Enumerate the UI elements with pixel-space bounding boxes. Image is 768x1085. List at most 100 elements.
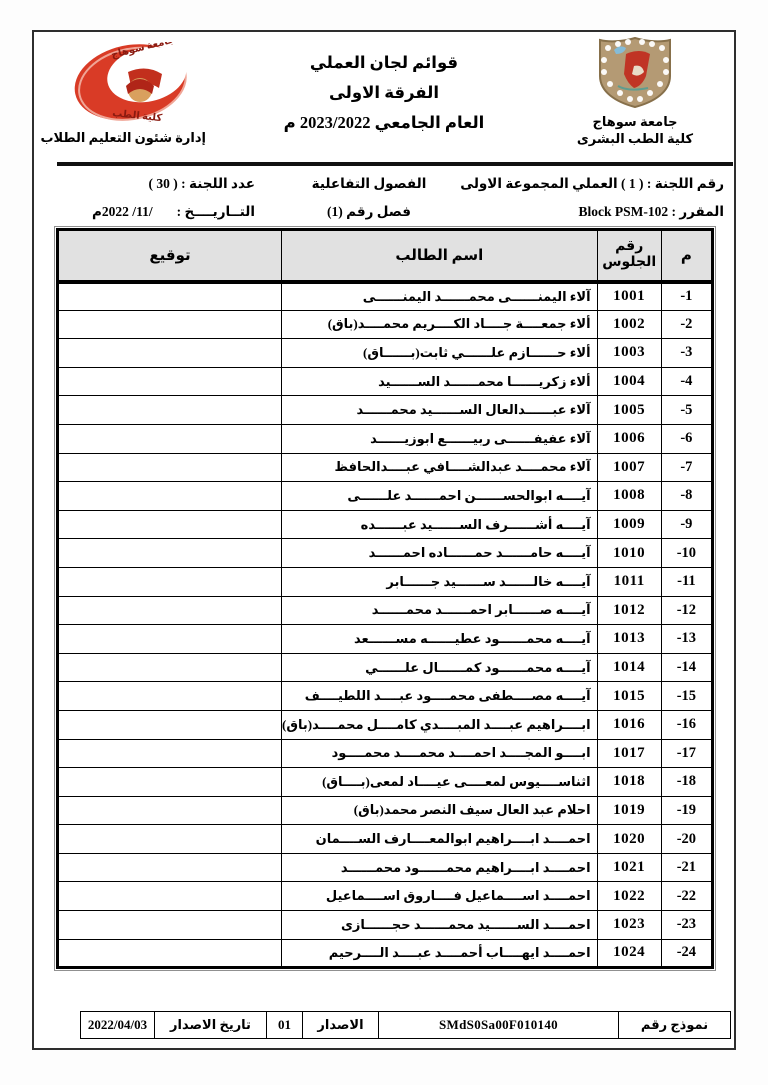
seat-number-cell: 1017 bbox=[596, 738, 662, 769]
student-name-cell: احلام عبد العال سيف النصر محمد(باق) bbox=[281, 795, 598, 826]
crescent-logo-icon: جامعة سوهاج كلية الطب bbox=[74, 34, 187, 124]
table-row: -23 1023 احمــــد الســــــيد محمــــــد ح… bbox=[56, 910, 714, 940]
student-name-cell: اثناســــيوس لمعــــى عيــــاد لمعى(بـــ… bbox=[281, 767, 598, 797]
form-number-label: نموذج رقم bbox=[618, 1011, 731, 1039]
signature-cell bbox=[56, 624, 283, 654]
table-row: -20 1020 احمــــد ابــــراهيم ابوالمعــــا… bbox=[56, 824, 714, 854]
student-name-cell: ألاء جمعــــة جــــاد الكــــريم محمــــ… bbox=[281, 309, 598, 340]
signature-cell bbox=[56, 709, 283, 740]
index-cell: -11 bbox=[660, 566, 714, 597]
index-cell: -6 bbox=[660, 423, 714, 454]
committee-number-line: رقم اللجنة : ( 1 ) العملي المجموعة الاول… bbox=[460, 176, 724, 191]
student-name-cell: آيــــه خالــــــد ســــــيد جــــــابر bbox=[281, 566, 598, 597]
issue-date-value: 2022/04/03 bbox=[80, 1011, 155, 1039]
signature-cell bbox=[56, 910, 283, 940]
student-name-cell: احمــــد ابــــراهيم محمــــــود محمــــ… bbox=[281, 852, 598, 883]
signature-cell bbox=[56, 481, 283, 511]
table-row: -15 1015 آيــــه مصــــطفى محمــــود عبـــ… bbox=[56, 681, 714, 711]
header-index: م bbox=[660, 229, 714, 284]
seat-number-cell: 1014 bbox=[596, 652, 662, 683]
signature-cell bbox=[56, 538, 283, 568]
seat-number-cell: 1013 bbox=[596, 624, 662, 654]
header-seat-line1: رقم bbox=[615, 239, 644, 255]
title-line-3: العام الجامعي 2023/2022 م bbox=[283, 113, 485, 132]
committee-count-line: عدد اللجنة : ( 30 ) bbox=[148, 176, 255, 191]
issue-label: الاصدار bbox=[302, 1011, 379, 1039]
table-row: -2 1002 ألاء جمعــــة جــــاد الكــــريم م… bbox=[56, 309, 714, 340]
right-logo-caption-2: كلية الطب البشرى bbox=[576, 131, 694, 146]
student-name-cell: آيــــه صــــــابر احمــــــد محمــــــد bbox=[281, 595, 598, 626]
students-table: م رقم الجلوس اسم الطالب توقيع -1 1001 آلاء… bbox=[54, 225, 716, 972]
issue-date-label: تاريخ الاصدار bbox=[154, 1011, 267, 1039]
signature-cell bbox=[56, 595, 283, 626]
index-cell: -7 bbox=[660, 452, 714, 483]
title-line-2: الفرقة الاولى bbox=[328, 83, 439, 102]
index-cell: -18 bbox=[660, 767, 714, 797]
form-code: SMdS0Sa00F010140 bbox=[378, 1011, 619, 1039]
signature-cell bbox=[56, 309, 283, 340]
index-cell: -2 bbox=[660, 309, 714, 340]
signature-cell bbox=[56, 652, 283, 683]
students-table-header: م رقم الجلوس اسم الطالب توقيع bbox=[56, 229, 714, 284]
table-row: -7 1007 آلاء محمــــد عبدالشــــافي عبــــ… bbox=[56, 452, 714, 483]
seat-number-cell: 1022 bbox=[596, 881, 662, 912]
index-cell: -8 bbox=[660, 481, 714, 511]
index-cell: -1 bbox=[660, 281, 714, 311]
signature-cell bbox=[56, 767, 283, 797]
student-name-cell: ابــــراهيم عبــــد المبــــدي كامــــل … bbox=[281, 709, 598, 740]
signature-cell bbox=[56, 881, 283, 912]
signature-cell bbox=[56, 338, 283, 368]
roster-body: -1 1001 آلاء اليمنــــــى محمــــــد اليمن… bbox=[56, 281, 714, 969]
student-name-cell: آلاء محمــــد عبدالشــــافي عبــــدالحاف… bbox=[281, 452, 598, 483]
seat-number-cell: 1011 bbox=[596, 566, 662, 597]
index-cell: -10 bbox=[660, 538, 714, 568]
table-row: -19 1019 احلام عبد العال سيف النصر محمد(با… bbox=[56, 795, 714, 826]
document-page: جامعة سوهاج كلية الطب إدارة شئون التعليم… bbox=[32, 30, 736, 1050]
date-value: /11/ 2022م bbox=[92, 204, 153, 219]
header-seat-line2: الجلوس bbox=[602, 255, 657, 271]
seat-number-cell: 1007 bbox=[596, 452, 662, 483]
index-cell: -5 bbox=[660, 395, 714, 425]
student-name-cell: آلاء اليمنــــــى محمــــــد اليمنــــــ… bbox=[281, 281, 598, 311]
seat-number-cell: 1010 bbox=[596, 538, 662, 568]
crescent-logo-bottom-text: كلية الطب bbox=[112, 108, 163, 124]
seat-number-cell: 1012 bbox=[596, 595, 662, 626]
shield-logo-icon bbox=[599, 36, 671, 109]
index-cell: -14 bbox=[660, 652, 714, 683]
header-signature: توقيع bbox=[56, 229, 283, 284]
table-row: -8 1008 آيــــه ابوالحســــــن احمــــــد … bbox=[56, 481, 714, 511]
index-cell: -4 bbox=[660, 366, 714, 397]
student-name-cell: احمــــد الســــــيد محمــــــد حجــــــ… bbox=[281, 910, 598, 940]
index-cell: -16 bbox=[660, 709, 714, 740]
student-name-cell: آيــــه ابوالحســــــن احمــــــد علــــ… bbox=[281, 481, 598, 511]
table-row: -12 1012 آيــــه صــــــابر احمــــــد محم… bbox=[56, 595, 714, 626]
table-row: -22 1022 احمــــد اســــماعيل فــــاروق اس… bbox=[56, 881, 714, 912]
faculty-logo-block: جامعة سوهاج كلية الطب إدارة شئون التعليم… bbox=[40, 34, 206, 146]
seat-number-cell: 1002 bbox=[596, 309, 662, 340]
index-cell: -17 bbox=[660, 738, 714, 769]
student-name-cell: ألاء حــــــازم علــــــي ثابت(بــــــاق… bbox=[281, 338, 598, 368]
right-logo-caption-1: جامعة سوهاج bbox=[592, 114, 678, 129]
signature-cell bbox=[56, 795, 283, 826]
seat-number-cell: 1004 bbox=[596, 366, 662, 397]
student-name-cell: احمــــد ابــــراهيم ابوالمعــــارف السـ… bbox=[281, 824, 598, 854]
seat-number-cell: 1018 bbox=[596, 767, 662, 797]
signature-cell bbox=[56, 395, 283, 425]
signature-cell bbox=[56, 566, 283, 597]
date-label: التــاريــــخ : bbox=[176, 204, 255, 219]
table-row: -6 1006 آلاء عفيفــــــى ربيــــــع ابوزيـ… bbox=[56, 423, 714, 454]
signature-cell bbox=[56, 452, 283, 483]
signature-cell bbox=[56, 423, 283, 454]
signature-cell bbox=[56, 509, 283, 540]
seat-number-cell: 1020 bbox=[596, 824, 662, 854]
index-cell: -20 bbox=[660, 824, 714, 854]
index-cell: -21 bbox=[660, 852, 714, 883]
header-divider bbox=[57, 162, 733, 166]
student-name-cell: احمــــد ايهــــاب أحمــــد عبــــد الــ… bbox=[281, 938, 598, 969]
student-name-cell: آيــــه مصــــطفى محمــــود عبــــد اللط… bbox=[281, 681, 598, 711]
signature-cell bbox=[56, 681, 283, 711]
student-name-cell: آيــــه محمــــــود عطيــــــه مســــــع… bbox=[281, 624, 598, 654]
table-row: -10 1010 آيــــه حامــــــد حمــــــاده اح… bbox=[56, 538, 714, 568]
student-name-cell: آيــــه محمــــــود كمــــــال علــــــي bbox=[281, 652, 598, 683]
signature-cell bbox=[56, 281, 283, 311]
